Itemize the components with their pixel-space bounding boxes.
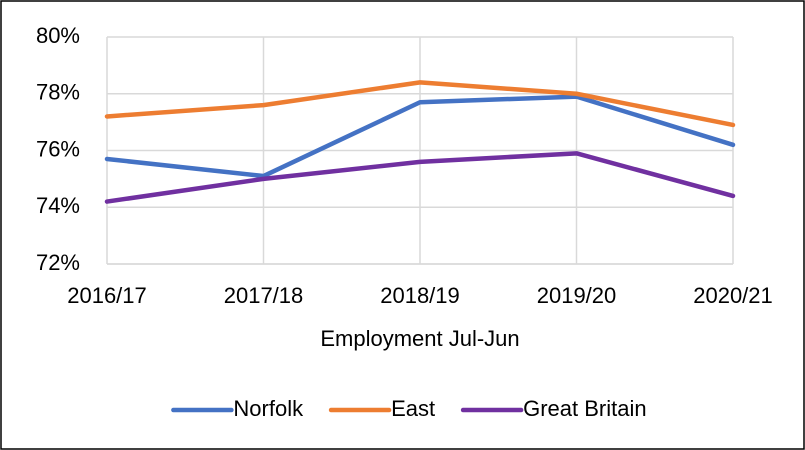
x-tick-label: 2018/19: [380, 283, 460, 308]
x-tick-label: 2017/18: [224, 283, 304, 308]
y-tick-label: 80%: [36, 23, 80, 48]
y-tick-label: 76%: [36, 136, 80, 161]
series-line: [104, 151, 736, 204]
series-line: [104, 80, 736, 128]
legend-label: East: [391, 396, 435, 421]
legend-label: Norfolk: [233, 396, 304, 421]
y-tick-label: 72%: [36, 250, 80, 275]
x-tick-label: 2020/21: [693, 283, 773, 308]
series-line: [104, 94, 736, 179]
y-tick-label: 78%: [36, 80, 80, 105]
x-tick-label: 2019/20: [537, 283, 617, 308]
y-tick-label: 74%: [36, 193, 80, 218]
x-axis-title: Employment Jul-Jun: [320, 326, 519, 351]
legend-label: Great Britain: [523, 396, 647, 421]
x-tick-label: 2016/17: [67, 283, 147, 308]
